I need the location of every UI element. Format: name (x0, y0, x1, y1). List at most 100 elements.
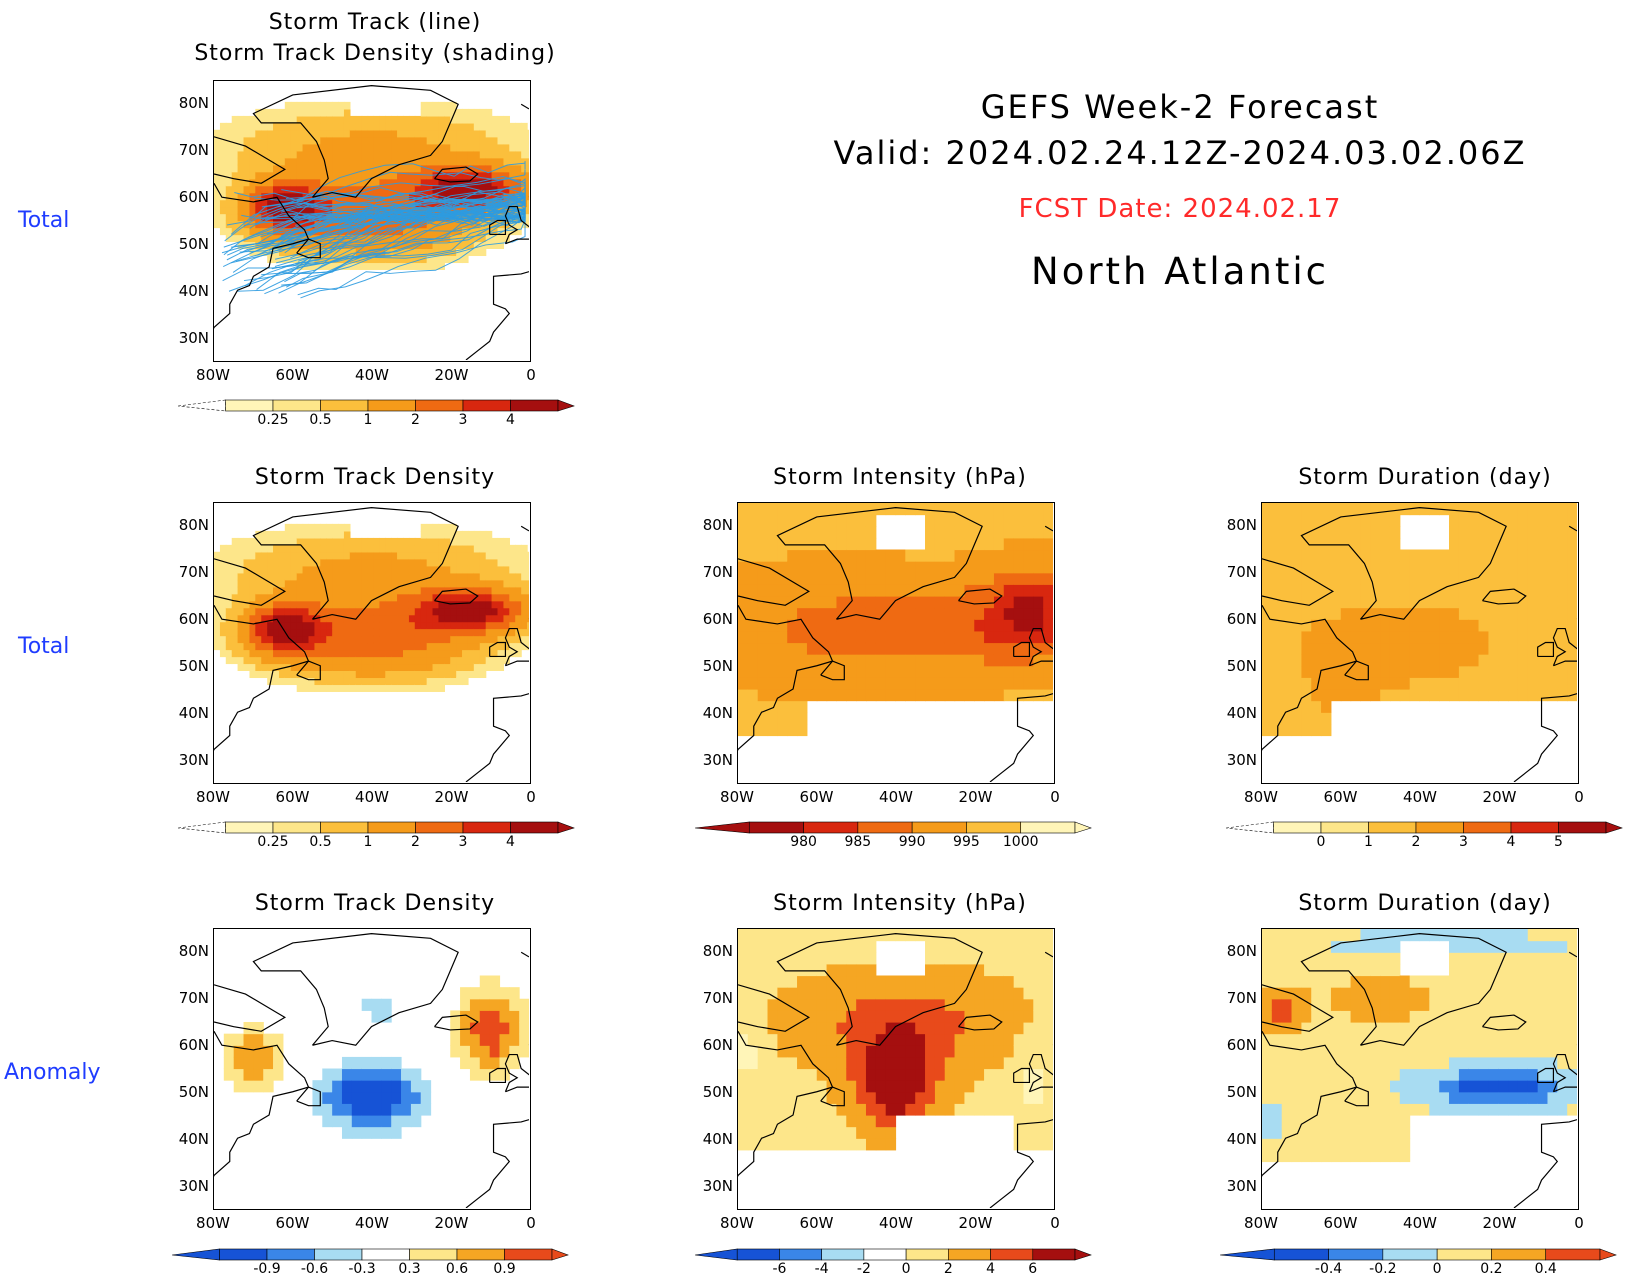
grid-cell (984, 561, 994, 573)
grid-cell (1410, 677, 1420, 689)
grid-cell (267, 123, 274, 131)
grid-cell (1282, 573, 1292, 585)
grid-cell (807, 952, 817, 964)
grid-cell (249, 172, 256, 180)
grid-cell (994, 987, 1004, 999)
grid-cell (385, 643, 392, 651)
grid-cell (456, 137, 463, 145)
grid-cell (935, 987, 945, 999)
grid-cell (226, 643, 233, 651)
grid-cell (1370, 526, 1380, 538)
grid-cell (450, 608, 457, 616)
grid-cell (1567, 596, 1577, 608)
grid-cell (273, 552, 280, 560)
grid-cell (474, 615, 481, 623)
grid-cell (403, 650, 410, 658)
grid-cell (490, 987, 500, 999)
colorbar-arrow-left (178, 822, 226, 833)
grid-cell (827, 561, 837, 573)
grid-cell (758, 1057, 768, 1069)
grid-cell (1033, 987, 1043, 999)
grid-cell (1528, 503, 1538, 515)
grid-cell (261, 559, 268, 567)
grid-cell (433, 587, 440, 595)
grid-cell (1429, 1034, 1439, 1046)
grid-cell (320, 594, 327, 602)
grid-cell (1469, 561, 1479, 573)
grid-cell (427, 677, 434, 685)
grid-cell (303, 566, 310, 574)
grid-cell (817, 964, 827, 976)
grid-cell (846, 654, 856, 666)
grid-cell (758, 1034, 768, 1046)
grid-cell (462, 130, 469, 138)
grid-cell (403, 538, 410, 546)
grid-cell (836, 1010, 846, 1022)
grid-cell (1528, 677, 1538, 689)
grid-cell (344, 629, 351, 637)
grid-cell (527, 186, 529, 194)
grid-cell (403, 615, 410, 623)
grid-cell (1498, 1069, 1508, 1081)
grid-cell (401, 1092, 411, 1104)
grid-cell (984, 964, 994, 976)
grid-cell (1033, 1034, 1043, 1046)
grid-cell (856, 654, 866, 666)
grid-cell (322, 1080, 332, 1092)
grid-cell (273, 179, 280, 187)
grid-cell (450, 123, 457, 131)
grid-cell (332, 650, 339, 658)
grid-cell (314, 538, 321, 546)
grid-cell (896, 1080, 906, 1092)
grid-cell (1023, 1138, 1033, 1150)
grid-cell (935, 526, 945, 538)
grid-cell (244, 573, 251, 581)
grid-cell (362, 545, 369, 553)
grid-cell (238, 656, 245, 664)
grid-cell (320, 670, 327, 678)
grid-cell (397, 573, 404, 581)
grid-cell (232, 207, 239, 215)
grid-cell (462, 656, 469, 664)
grid-cell (480, 608, 487, 616)
grid-cell (297, 615, 304, 623)
grid-cell (498, 615, 505, 623)
grid-cell (1479, 677, 1489, 689)
grid-cell (876, 1057, 886, 1069)
grid-cell (342, 1092, 352, 1104)
grid-cell (1331, 677, 1341, 689)
grid-cell (1004, 964, 1014, 976)
grid-cell (1479, 619, 1489, 631)
grid-cell (1023, 1103, 1033, 1115)
lon-tick-label: 20W (427, 366, 477, 384)
grid-cell (470, 999, 480, 1011)
grid-cell (421, 1092, 431, 1104)
grid-cell (411, 1092, 421, 1104)
lon-tick-label: 40W (1395, 1214, 1445, 1232)
grid-cell (1004, 503, 1014, 515)
grid-cell (303, 165, 310, 173)
grid-cell (866, 1115, 876, 1127)
grid-cell (415, 545, 422, 553)
grid-cell (836, 1092, 846, 1104)
grid-cell (994, 666, 1004, 678)
grid-cell (515, 643, 522, 651)
grid-cell (362, 158, 369, 166)
grid-cell (777, 1022, 787, 1034)
grid-cell (817, 689, 827, 701)
grid-cell (777, 584, 787, 596)
grid-cell (309, 573, 316, 581)
grid-cell (421, 123, 428, 131)
grid-cell (427, 102, 434, 110)
grid-cell (332, 524, 339, 532)
grid-cell (1370, 1069, 1380, 1081)
grid-cell (1420, 1103, 1430, 1115)
grid-cell (462, 622, 469, 630)
grid-cell (738, 503, 748, 515)
grid-cell (1449, 619, 1459, 631)
grid-cell (303, 684, 310, 692)
grid-cell (807, 503, 817, 515)
grid-cell (509, 552, 516, 560)
grid-cell (1262, 619, 1272, 631)
grid-cell (866, 987, 876, 999)
